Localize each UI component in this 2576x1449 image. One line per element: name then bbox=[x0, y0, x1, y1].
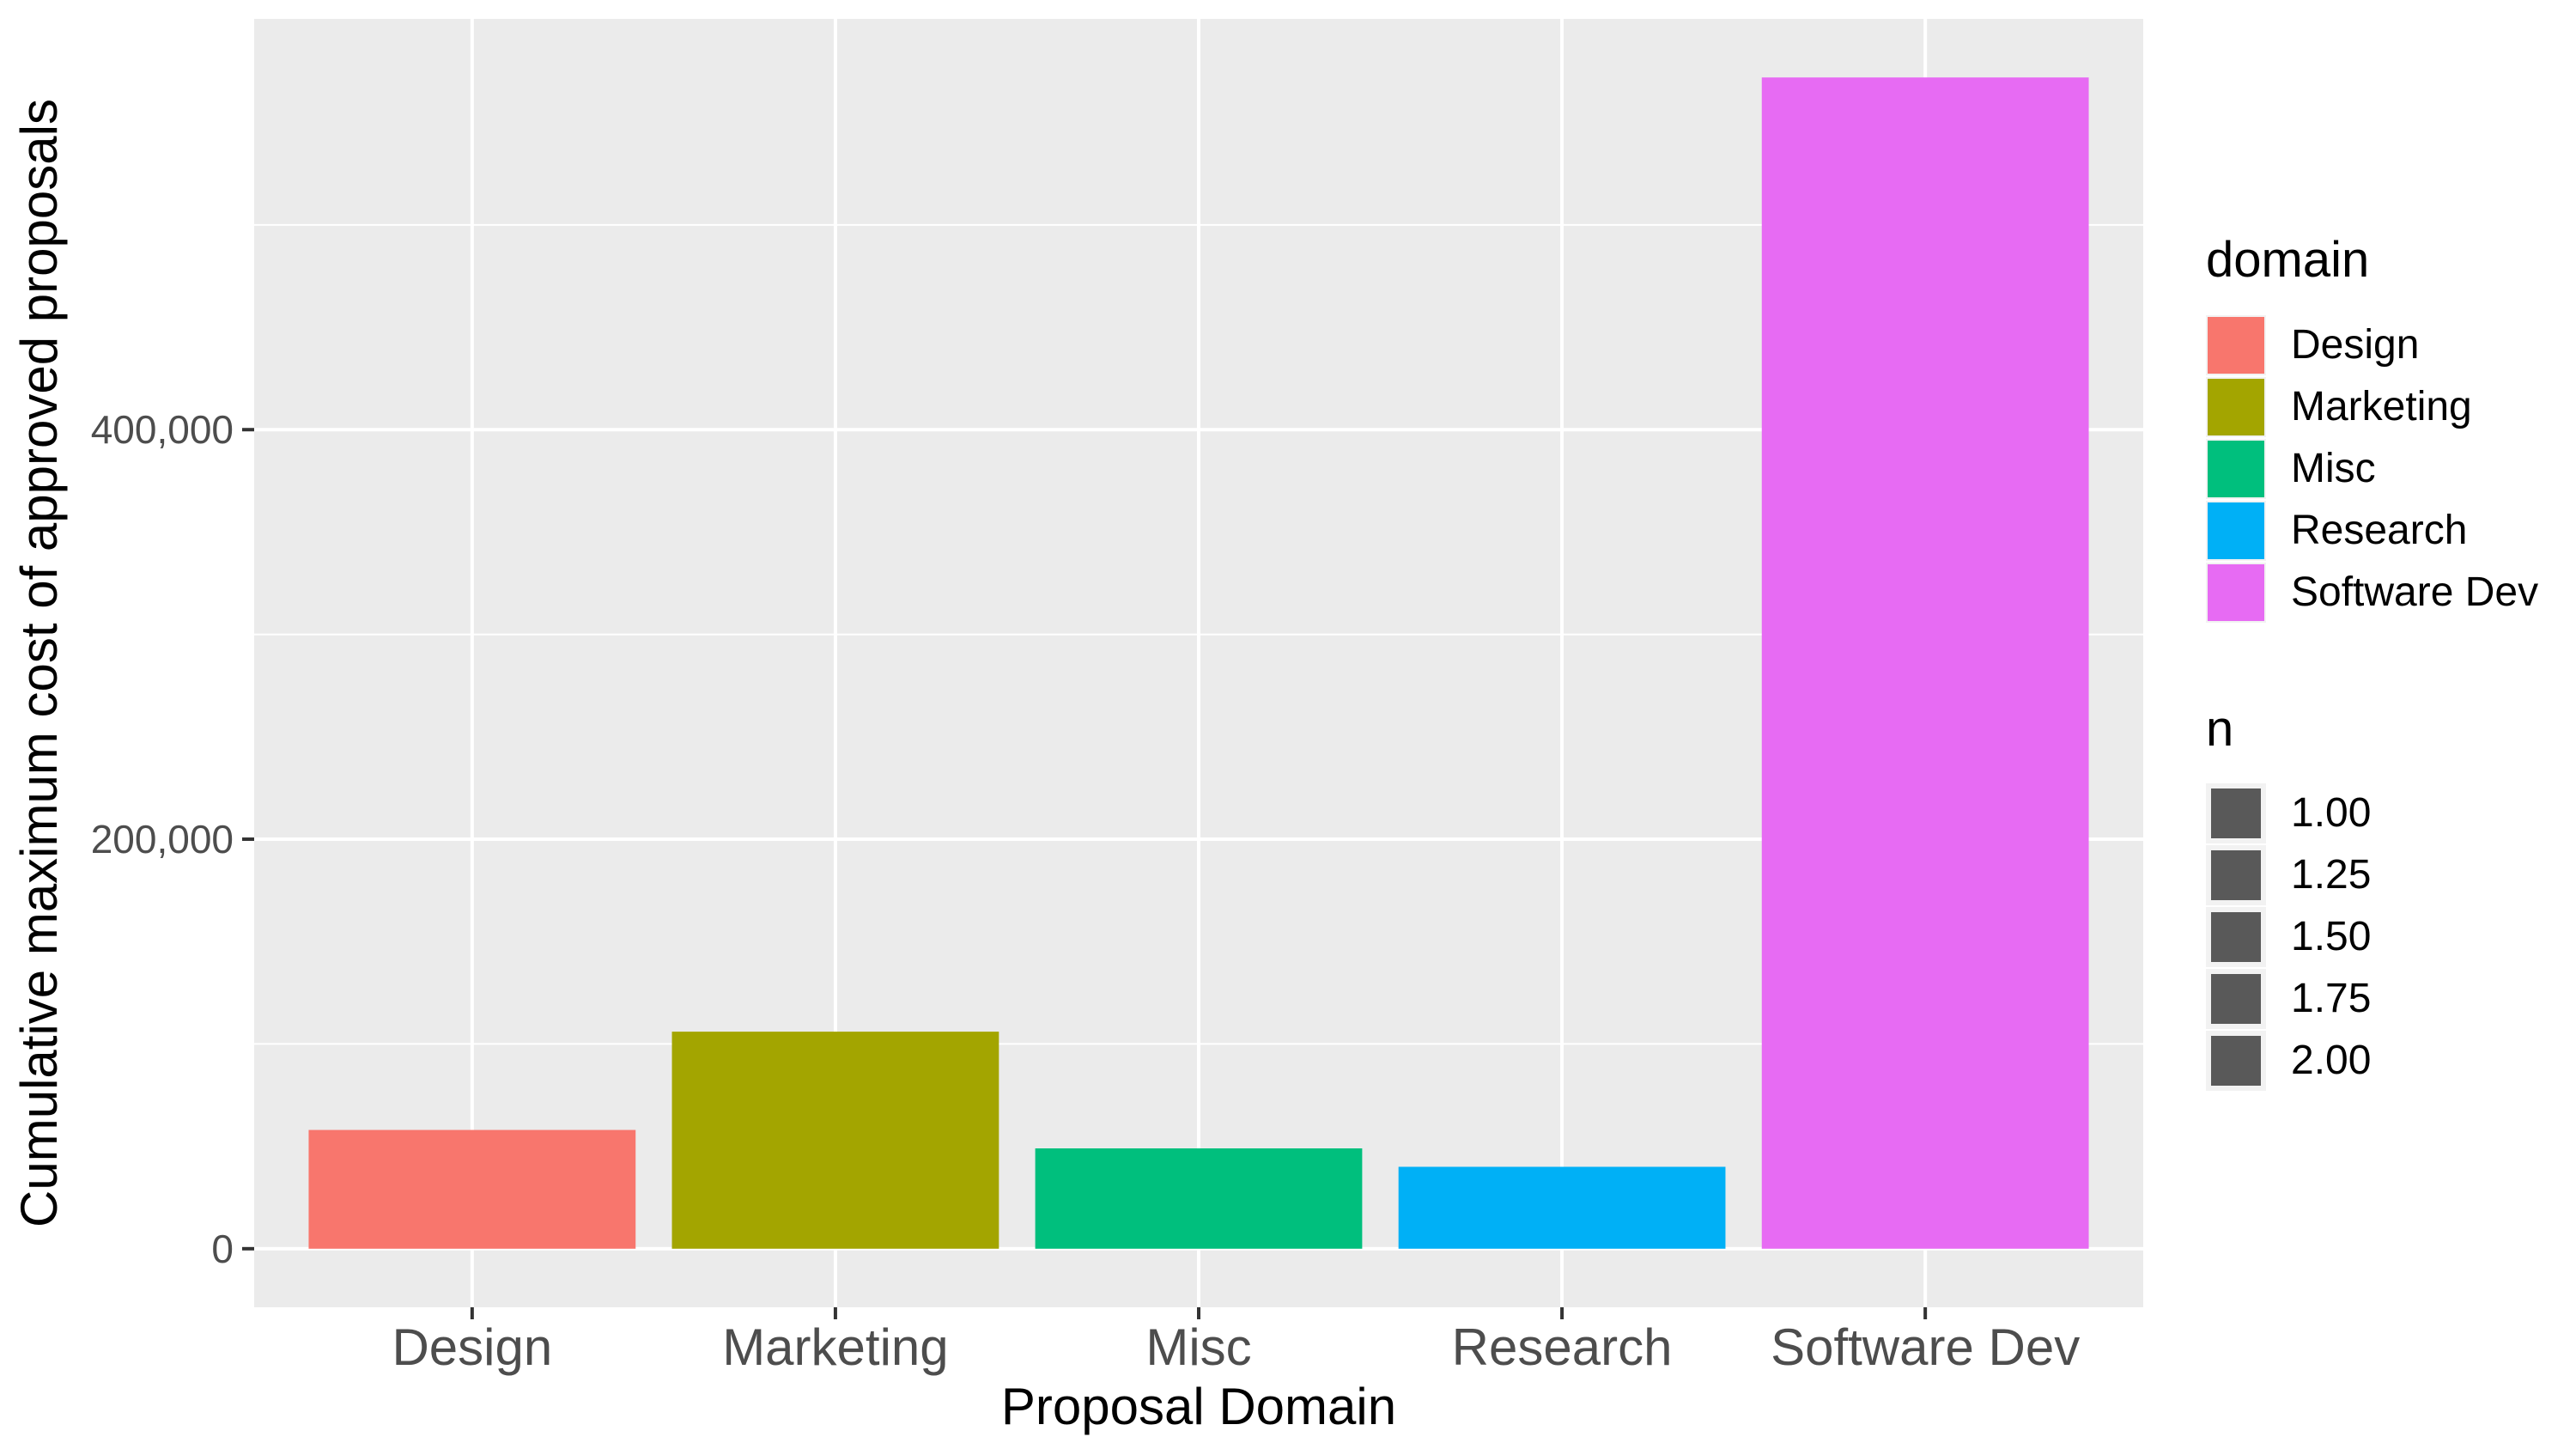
legend-swatch bbox=[2211, 850, 2261, 900]
x-tick-label: Research bbox=[1452, 1318, 1673, 1376]
legend-swatch bbox=[2211, 912, 2261, 962]
x-axis: Design Marketing Misc Research Software Dev bbox=[392, 1307, 2080, 1376]
legend-swatch bbox=[2211, 974, 2261, 1024]
legend-swatch bbox=[2208, 502, 2264, 559]
bars bbox=[308, 77, 2089, 1249]
legend-swatch bbox=[2211, 788, 2261, 838]
legend-label: 1.75 bbox=[2291, 976, 2371, 1021]
legend-label: Marketing bbox=[2291, 384, 2472, 429]
x-axis-title: Proposal Domain bbox=[1001, 1378, 1396, 1435]
legend-label: Misc bbox=[2291, 446, 2376, 491]
legend-title-domain: domain bbox=[2206, 232, 2369, 288]
legend-label: Research bbox=[2291, 508, 2467, 553]
legend-swatch bbox=[2208, 441, 2264, 497]
y-axis: 0 200,000 400,000 bbox=[91, 407, 254, 1271]
y-axis-title: Cumulative maximum cost of approved prop… bbox=[10, 99, 68, 1227]
legend-swatch bbox=[2208, 564, 2264, 621]
x-tick-label: Software Dev bbox=[1771, 1318, 2080, 1376]
legend-label: Design bbox=[2291, 322, 2419, 368]
bar-design bbox=[308, 1129, 636, 1249]
x-tick-label: Design bbox=[392, 1318, 552, 1376]
legend-swatch bbox=[2208, 379, 2264, 435]
legend: domain Design Marketing Misc Research Softwar… bbox=[2206, 232, 2538, 1091]
x-tick-label: Marketing bbox=[722, 1318, 948, 1376]
legend-label: 1.00 bbox=[2291, 790, 2371, 836]
bar-research bbox=[1398, 1166, 1726, 1249]
legend-label: 1.25 bbox=[2291, 852, 2371, 898]
bar-software-dev bbox=[1761, 77, 2089, 1249]
legend-label: 1.50 bbox=[2291, 914, 2371, 959]
legend-title-n: n bbox=[2206, 701, 2233, 757]
legend-label: 2.00 bbox=[2291, 1038, 2371, 1083]
y-tick-label: 400,000 bbox=[91, 407, 234, 452]
legend-swatch bbox=[2208, 317, 2264, 374]
legend-swatch bbox=[2211, 1036, 2261, 1086]
y-tick-label: 200,000 bbox=[91, 817, 234, 861]
y-tick-label: 0 bbox=[211, 1227, 234, 1271]
x-tick-label: Misc bbox=[1145, 1318, 1251, 1376]
bar-marketing bbox=[671, 1032, 999, 1249]
legend-label: Software Dev bbox=[2291, 569, 2538, 615]
bar-misc bbox=[1035, 1148, 1363, 1249]
